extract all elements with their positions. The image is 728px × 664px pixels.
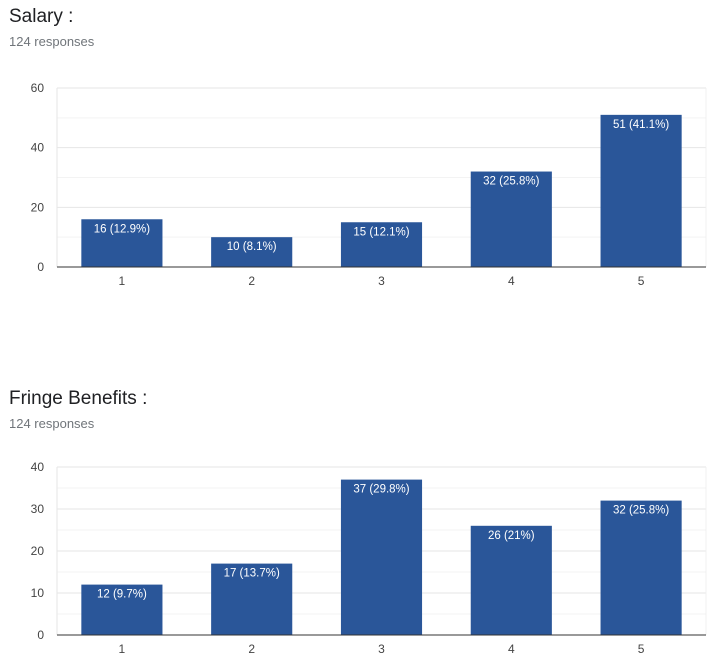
bar-data-label: 16 (12.9%) bbox=[94, 223, 150, 235]
bar bbox=[600, 500, 682, 635]
bar bbox=[600, 114, 682, 267]
fringe-benefits-bar-chart: 0 10 20 30 40 12 (9.7%) 1 17 (13.7%) 2 37 (29.8%)… bbox=[31, 460, 707, 656]
x-tick-label: 5 bbox=[638, 274, 645, 288]
bar bbox=[81, 584, 163, 635]
bar bbox=[81, 219, 163, 267]
y-tick-label: 0 bbox=[37, 260, 44, 274]
y-tick-label: 20 bbox=[31, 544, 45, 558]
chart-title: Fringe Benefits : bbox=[9, 388, 148, 409]
bar-data-label: 26 (21%) bbox=[488, 530, 535, 542]
bar-data-label: 10 (8.1%) bbox=[227, 241, 277, 253]
x-tick-label: 1 bbox=[119, 642, 126, 656]
response-count: 124 responses bbox=[9, 34, 95, 49]
response-count: 124 responses bbox=[9, 416, 95, 431]
x-tick-label: 1 bbox=[119, 274, 126, 288]
bar bbox=[340, 222, 423, 267]
chart-title: Salary : bbox=[9, 6, 74, 27]
bar bbox=[211, 563, 293, 635]
fringe-benefits-chart-block: Fringe Benefits : 124 responses 0 10 20 30 4… bbox=[0, 382, 728, 664]
x-tick-label: 4 bbox=[508, 642, 515, 656]
y-tick-label: 0 bbox=[37, 628, 44, 642]
bar-data-label: 32 (25.8%) bbox=[613, 505, 669, 517]
x-tick-label: 2 bbox=[248, 642, 255, 656]
x-tick-label: 5 bbox=[638, 642, 645, 656]
bar-data-label: 15 (12.1%) bbox=[353, 226, 409, 238]
salary-chart-block: Salary : 124 responses 0 20 40 60 16 (12.9%)… bbox=[0, 0, 728, 300]
x-tick-label: 4 bbox=[508, 274, 515, 288]
salary-bar-chart: 0 20 40 60 16 (12.9%) 1 10 (8.1%) 2 15 (12.1%) 3 3… bbox=[31, 81, 707, 288]
bar bbox=[470, 171, 552, 267]
bar-data-label: 51 (41.1%) bbox=[613, 119, 669, 131]
y-tick-label: 60 bbox=[31, 81, 45, 95]
y-tick-label: 20 bbox=[31, 200, 45, 214]
x-tick-label: 3 bbox=[378, 274, 385, 288]
y-tick-label: 40 bbox=[31, 141, 45, 155]
bar bbox=[470, 525, 552, 635]
bar-data-label: 12 (9.7%) bbox=[97, 589, 147, 601]
x-tick-label: 3 bbox=[378, 642, 385, 656]
bar-data-label: 37 (29.8%) bbox=[353, 484, 409, 496]
y-tick-label: 30 bbox=[31, 502, 45, 516]
y-tick-label: 10 bbox=[31, 586, 45, 600]
bar-data-label: 32 (25.8%) bbox=[483, 176, 539, 188]
bar bbox=[340, 479, 423, 635]
y-tick-label: 40 bbox=[31, 460, 45, 474]
bar bbox=[211, 237, 293, 267]
bar-data-label: 17 (13.7%) bbox=[224, 568, 280, 580]
x-tick-label: 2 bbox=[248, 274, 255, 288]
